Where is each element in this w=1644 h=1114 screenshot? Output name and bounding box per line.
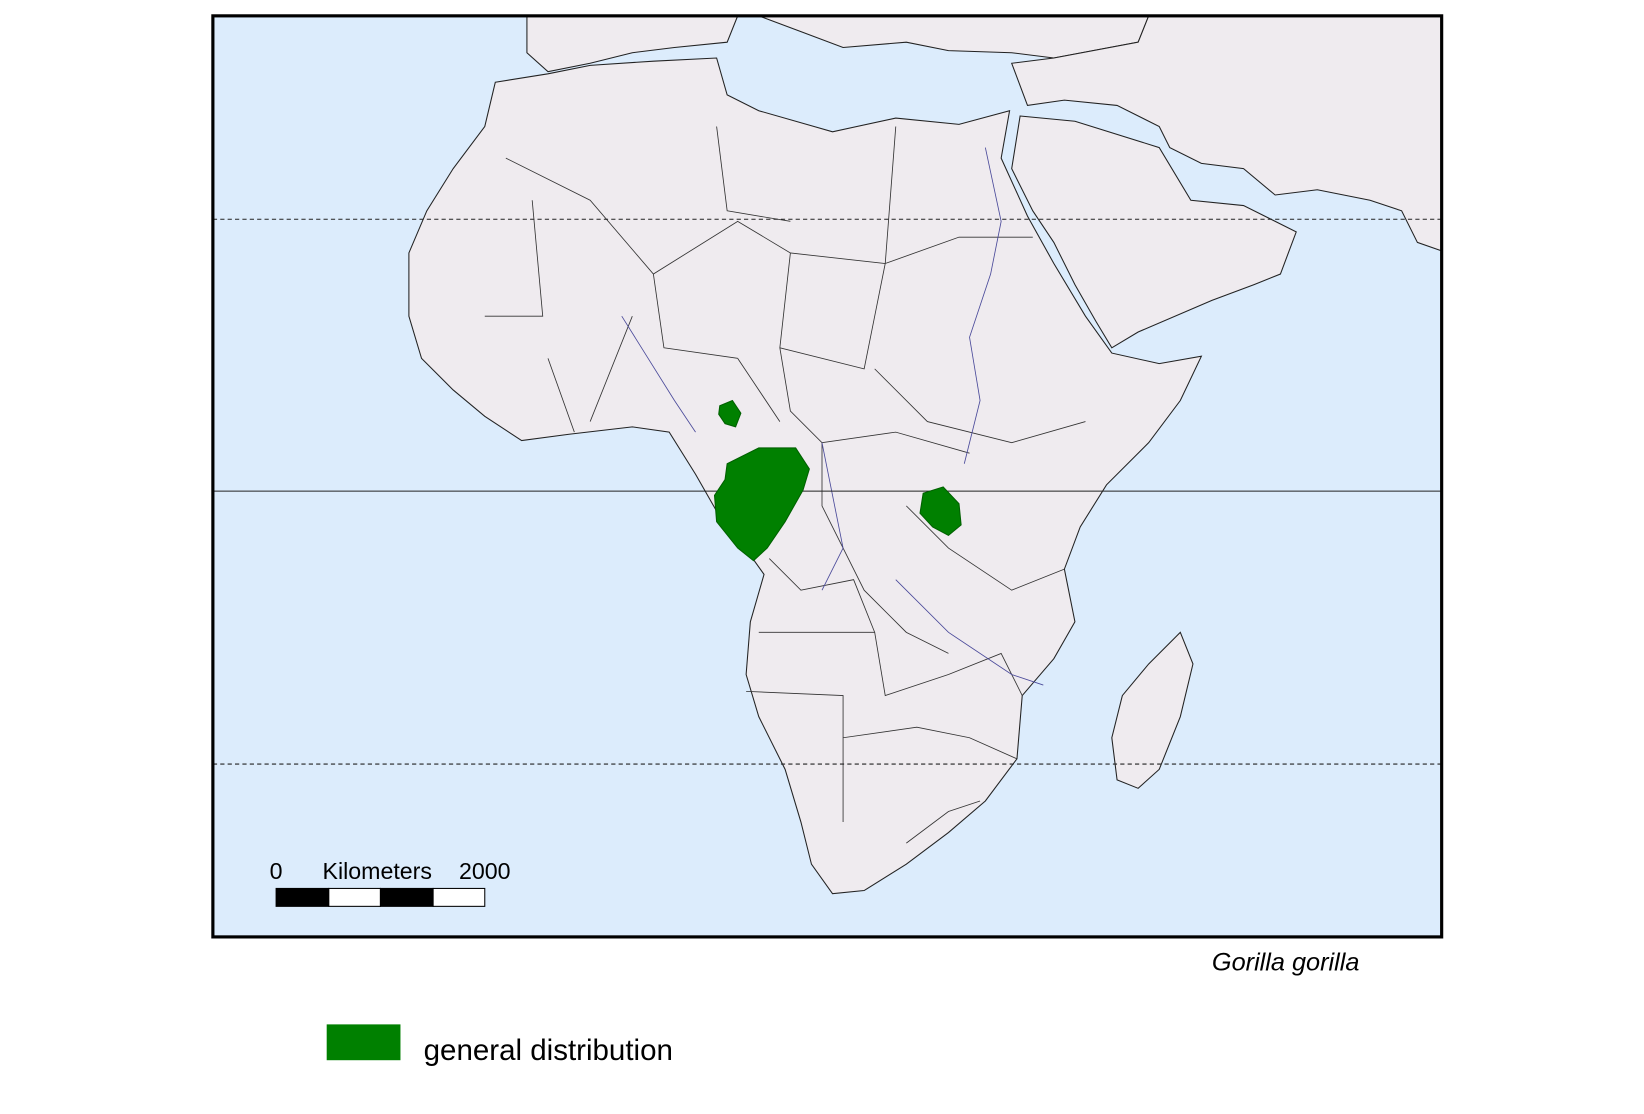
legend-swatch — [326, 1024, 401, 1061]
scale-segment — [379, 887, 434, 907]
legend-label: general distribution — [424, 1034, 673, 1067]
species-name: Gorilla gorilla — [1212, 949, 1360, 977]
madagascar — [1111, 631, 1194, 789]
scale-bar — [275, 887, 486, 907]
scale-segment — [328, 887, 381, 907]
scale-unit: Kilometers — [323, 858, 432, 884]
scale-start: 0 — [270, 858, 283, 884]
range-western — [713, 447, 810, 562]
scale-segment — [275, 887, 330, 907]
scale-end: 2000 — [459, 858, 511, 884]
range-cross-river — [718, 399, 742, 428]
range-eastern — [919, 486, 962, 537]
asia — [1010, 15, 1443, 252]
rivers — [621, 147, 1044, 686]
scale-segment — [432, 887, 486, 907]
arabia — [1011, 115, 1297, 349]
map-frame — [211, 14, 1444, 939]
